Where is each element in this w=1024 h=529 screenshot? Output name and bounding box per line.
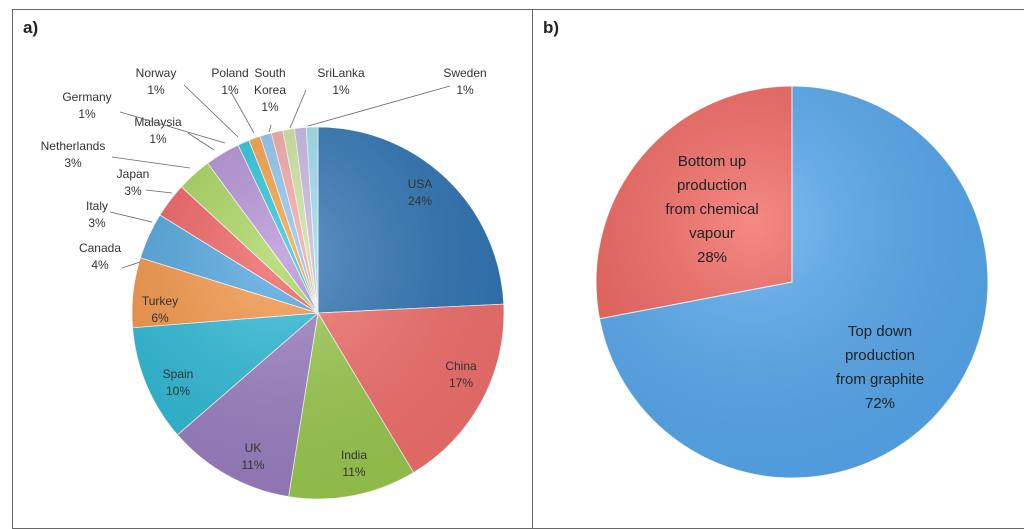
value-label-germany: 1% [78, 107, 96, 121]
leader-line-norway [183, 84, 239, 138]
leader-line-italy [109, 211, 153, 223]
value-label-usa: 24% [408, 194, 432, 208]
label-netherlands: Netherlands [41, 139, 106, 153]
slice-usa [317, 126, 505, 314]
label-norway: Norway [136, 66, 177, 80]
label-bottom-up-production-from-chemical-vapour-line4: vapour [689, 225, 735, 242]
label-canada: Canada [79, 241, 121, 255]
label-top-down-production-from-graphite-line2: production [845, 347, 915, 364]
value-label-norway: 1% [147, 83, 165, 97]
value-label-china: 17% [449, 376, 473, 390]
leader-line-canada [121, 261, 141, 269]
value-label-canada: 4% [91, 258, 109, 272]
value-label-malaysia: 1% [149, 132, 167, 146]
value-label-italy: 3% [88, 216, 106, 230]
label-uk: UK [245, 441, 262, 455]
leader-line-netherlands [111, 156, 191, 169]
label-usa: USA [408, 177, 433, 191]
leader-line-srilanka [289, 89, 307, 129]
label-south-korea-line1: South [254, 66, 285, 80]
value-label-india: 11% [342, 465, 365, 479]
value-label-turkey: 6% [151, 311, 169, 325]
value-label-south-korea: 1% [261, 100, 279, 114]
leader-line-japan [145, 189, 173, 194]
value-label-sweden: 1% [456, 83, 474, 97]
label-spain: Spain [163, 367, 194, 381]
label-india: India [341, 448, 367, 462]
label-italy: Italy [86, 199, 108, 213]
label-bottom-up-production-from-chemical-vapour-line3: from chemical [665, 201, 758, 218]
label-germany: Germany [62, 90, 111, 104]
label-turkey: Turkey [142, 294, 178, 308]
pie-b: Top down production from graphite 72% Bottom… [595, 85, 989, 479]
leader-line-poland [230, 91, 255, 134]
value-label-spain: 10% [166, 384, 190, 398]
value-label-netherlands: 3% [64, 156, 82, 170]
label-japan: Japan [117, 167, 150, 181]
value-label-japan: 3% [124, 184, 142, 198]
value-label-top-down-production-from-graphite: 72% [865, 395, 895, 412]
label-top-down-production-from-graphite-line1: Top down [848, 323, 912, 340]
label-malaysia: Malaysia [134, 115, 182, 129]
panel-label-b: b) [543, 18, 560, 37]
label-south-korea-line2: Korea [254, 83, 286, 97]
leader-line-germany [119, 111, 226, 144]
pie-a: USA 24% China 17% India 11% UK 11% Spain 10% Turke… [41, 66, 505, 500]
label-bottom-up-production-from-chemical-vapour-line2: production [677, 177, 747, 194]
value-label-poland: 1% [221, 83, 239, 97]
label-poland: Poland [211, 66, 248, 80]
label-china: China [445, 359, 477, 373]
label-sweden: Sweden [443, 66, 486, 80]
value-label-uk: 11% [241, 458, 264, 472]
value-label-srilanka: 1% [332, 83, 350, 97]
leader-line-malaysia [187, 132, 215, 151]
value-label-bottom-up-production-from-chemical-vapour: 28% [697, 249, 727, 266]
label-srilanka: SriLanka [317, 66, 365, 80]
leader-line-sweden [307, 85, 451, 127]
label-bottom-up-production-from-chemical-vapour-line1: Bottom up [678, 153, 746, 170]
label-top-down-production-from-graphite-line3: from graphite [836, 371, 924, 388]
leader-line-south-korea [268, 124, 272, 133]
panel-label-a: a) [23, 18, 39, 37]
